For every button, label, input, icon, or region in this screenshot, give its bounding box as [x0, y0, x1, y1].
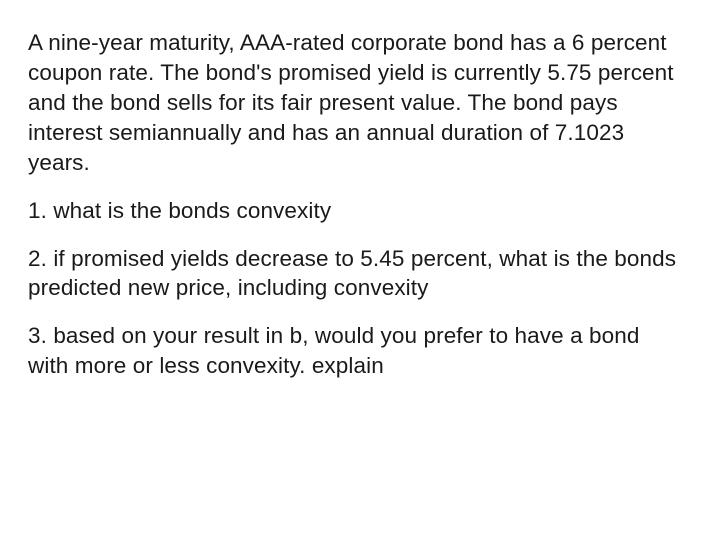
- question-1: 1. what is the bonds convexity: [28, 196, 684, 226]
- question-3: 3. based on your result in b, would you …: [28, 321, 684, 381]
- question-2: 2. if promised yields decrease to 5.45 p…: [28, 244, 684, 304]
- intro-paragraph: A nine-year maturity, AAA-rated corporat…: [28, 28, 684, 178]
